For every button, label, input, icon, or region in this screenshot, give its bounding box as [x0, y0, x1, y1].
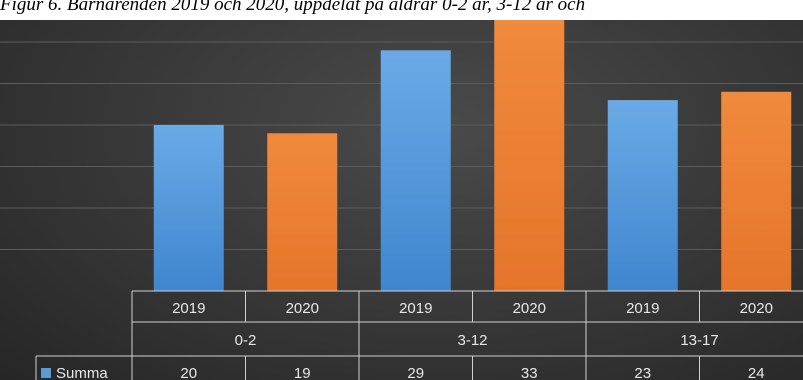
year-label: 2019: [399, 300, 432, 317]
year-label: 2020: [740, 300, 773, 317]
age-group-label: 3-12: [457, 332, 487, 349]
value-label: 24: [748, 365, 765, 380]
bars: [153, 20, 792, 291]
value-label: 29: [407, 365, 424, 380]
bar-3: [380, 50, 451, 291]
year-label: 2020: [286, 300, 319, 317]
value-label: 19: [294, 365, 311, 380]
series-name: Summa: [56, 365, 108, 380]
bar-5: [607, 100, 678, 291]
age-group-label: 0-2: [235, 332, 257, 349]
bar-1: [153, 125, 224, 291]
chart-area: 2019 2020 2019 2020 2019 2020 0-2 3-12 13-17 Summ…: [0, 20, 803, 380]
age-group-label: 13-17: [680, 332, 718, 349]
year-label: 2019: [626, 300, 659, 317]
value-label: 20: [180, 365, 197, 380]
year-label: 2020: [513, 300, 546, 317]
year-label: 2019: [172, 300, 205, 317]
bar-4: [494, 20, 565, 291]
bar-2: [267, 133, 338, 291]
value-label: 33: [521, 365, 538, 380]
value-label: 23: [634, 365, 651, 380]
bar-6: [721, 91, 792, 291]
figure-caption: Figur 6. Barnärenden 2019 och 2020, uppd…: [0, 0, 586, 15]
legend-swatch: [41, 368, 51, 378]
